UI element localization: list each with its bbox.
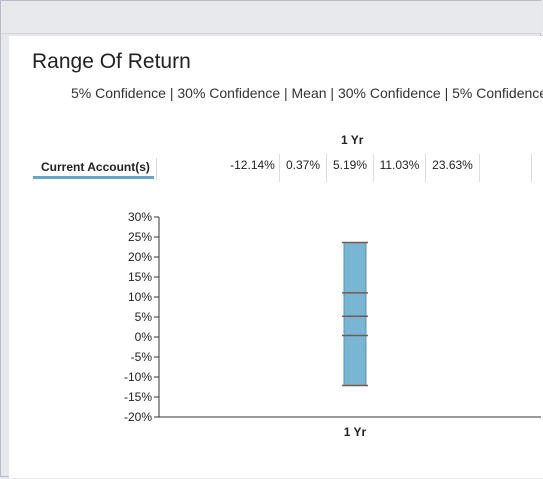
row-label-current-accounts[interactable]: Current Account(s) [33,158,157,180]
confidence-legend: 5% Confidence | 30% Confidence | Mean | … [71,85,543,101]
value-cell: 23.63% [426,154,480,182]
empty-cell [480,154,532,182]
panel-title: Range Of Return [32,50,191,73]
top-toolbar [1,1,541,34]
row-label-text: Current Account(s) [41,160,150,174]
value-cell: 11.03% [374,154,426,182]
range-of-return-panel [9,36,543,478]
value-cell: -12.14% [226,154,280,182]
value-cell: 5.19% [327,154,374,182]
value-cell: 0.37% [280,154,327,182]
row-label-underline [33,176,154,179]
column-header-1yr: 1 Yr [341,133,364,147]
